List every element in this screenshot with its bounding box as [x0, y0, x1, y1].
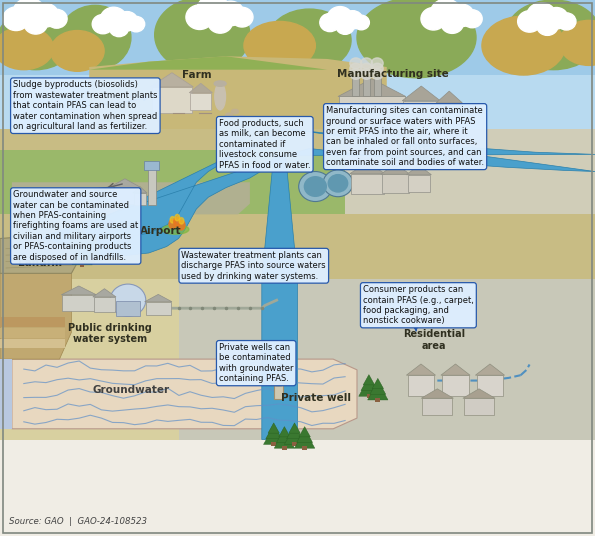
- Ellipse shape: [70, 228, 85, 244]
- Polygon shape: [262, 155, 298, 440]
- Polygon shape: [145, 294, 172, 302]
- Polygon shape: [345, 129, 595, 214]
- FancyBboxPatch shape: [146, 302, 171, 315]
- FancyBboxPatch shape: [36, 196, 57, 199]
- Circle shape: [527, 3, 556, 29]
- FancyBboxPatch shape: [464, 398, 494, 415]
- Polygon shape: [89, 56, 387, 150]
- Text: Manufacturing site: Manufacturing site: [337, 69, 449, 79]
- Ellipse shape: [244, 21, 315, 70]
- Polygon shape: [74, 245, 90, 259]
- FancyBboxPatch shape: [437, 103, 461, 124]
- FancyBboxPatch shape: [271, 442, 276, 446]
- Text: Groundwater: Groundwater: [92, 385, 170, 394]
- Text: Airport: Airport: [140, 226, 181, 236]
- Polygon shape: [0, 263, 71, 359]
- Polygon shape: [277, 428, 292, 443]
- Polygon shape: [12, 182, 250, 214]
- FancyBboxPatch shape: [134, 193, 146, 205]
- FancyBboxPatch shape: [363, 76, 370, 96]
- FancyBboxPatch shape: [0, 339, 65, 348]
- Ellipse shape: [155, 0, 250, 72]
- Circle shape: [127, 17, 145, 32]
- Circle shape: [557, 13, 576, 30]
- Circle shape: [336, 18, 354, 34]
- FancyBboxPatch shape: [62, 295, 95, 311]
- Circle shape: [323, 170, 353, 197]
- Polygon shape: [297, 428, 312, 443]
- Ellipse shape: [559, 20, 595, 65]
- FancyBboxPatch shape: [422, 398, 452, 415]
- Ellipse shape: [226, 113, 233, 117]
- FancyBboxPatch shape: [116, 301, 140, 316]
- Circle shape: [327, 6, 353, 29]
- FancyBboxPatch shape: [148, 167, 156, 205]
- Circle shape: [92, 14, 114, 34]
- Ellipse shape: [268, 9, 351, 71]
- Polygon shape: [402, 86, 440, 101]
- Ellipse shape: [357, 0, 476, 78]
- Circle shape: [441, 13, 464, 33]
- Polygon shape: [284, 426, 305, 444]
- Ellipse shape: [162, 225, 189, 234]
- FancyBboxPatch shape: [282, 446, 287, 450]
- Ellipse shape: [0, 27, 54, 70]
- Ellipse shape: [51, 31, 104, 71]
- Circle shape: [537, 16, 558, 35]
- Circle shape: [371, 63, 383, 74]
- Polygon shape: [289, 423, 300, 433]
- Polygon shape: [361, 376, 377, 391]
- Text: Landfill: Landfill: [18, 258, 62, 267]
- FancyBboxPatch shape: [0, 317, 65, 327]
- Polygon shape: [463, 389, 495, 398]
- FancyBboxPatch shape: [190, 93, 211, 110]
- Circle shape: [24, 13, 48, 34]
- Text: Wastewater
treatment plant: Wastewater treatment plant: [384, 142, 472, 163]
- Text: Public drinking
water system: Public drinking water system: [68, 323, 152, 344]
- Ellipse shape: [237, 116, 245, 120]
- Polygon shape: [406, 364, 436, 375]
- Polygon shape: [370, 380, 386, 394]
- Text: Source: GAO  |  GAO-24-108523: Source: GAO | GAO-24-108523: [9, 517, 147, 526]
- Polygon shape: [89, 56, 327, 70]
- Polygon shape: [151, 73, 193, 87]
- FancyBboxPatch shape: [292, 442, 297, 446]
- Ellipse shape: [175, 214, 180, 221]
- Text: Residential
area: Residential area: [403, 330, 465, 351]
- FancyBboxPatch shape: [144, 161, 159, 170]
- Polygon shape: [12, 129, 286, 263]
- Polygon shape: [421, 389, 453, 398]
- Circle shape: [217, 1, 244, 26]
- Polygon shape: [441, 364, 470, 375]
- FancyBboxPatch shape: [0, 0, 595, 150]
- Polygon shape: [274, 430, 295, 448]
- FancyBboxPatch shape: [375, 398, 380, 402]
- Circle shape: [196, 0, 230, 26]
- Ellipse shape: [60, 5, 131, 70]
- Text: Manufacturing sites can contaminate
ground or surface waters with PFAS
or emit P: Manufacturing sites can contaminate grou…: [326, 106, 484, 167]
- Circle shape: [544, 8, 568, 29]
- FancyBboxPatch shape: [382, 174, 409, 193]
- FancyBboxPatch shape: [302, 446, 307, 450]
- Polygon shape: [278, 427, 290, 437]
- FancyBboxPatch shape: [352, 76, 359, 96]
- Text: Sludge byproducts (biosolids)
from wastewater treatment plants
that contain PFAS: Sludge byproducts (biosolids) from waste…: [13, 80, 158, 131]
- Ellipse shape: [70, 239, 85, 255]
- FancyBboxPatch shape: [90, 258, 95, 263]
- Circle shape: [231, 8, 253, 27]
- Circle shape: [343, 11, 363, 29]
- Circle shape: [350, 63, 362, 74]
- Ellipse shape: [231, 109, 239, 114]
- Circle shape: [327, 174, 349, 193]
- Polygon shape: [368, 382, 388, 400]
- Polygon shape: [286, 129, 595, 172]
- Ellipse shape: [506, 0, 595, 70]
- Ellipse shape: [272, 382, 285, 386]
- Polygon shape: [178, 279, 595, 440]
- Polygon shape: [372, 378, 384, 389]
- Polygon shape: [299, 427, 311, 437]
- Circle shape: [361, 69, 372, 79]
- FancyBboxPatch shape: [442, 375, 469, 396]
- Polygon shape: [475, 364, 505, 375]
